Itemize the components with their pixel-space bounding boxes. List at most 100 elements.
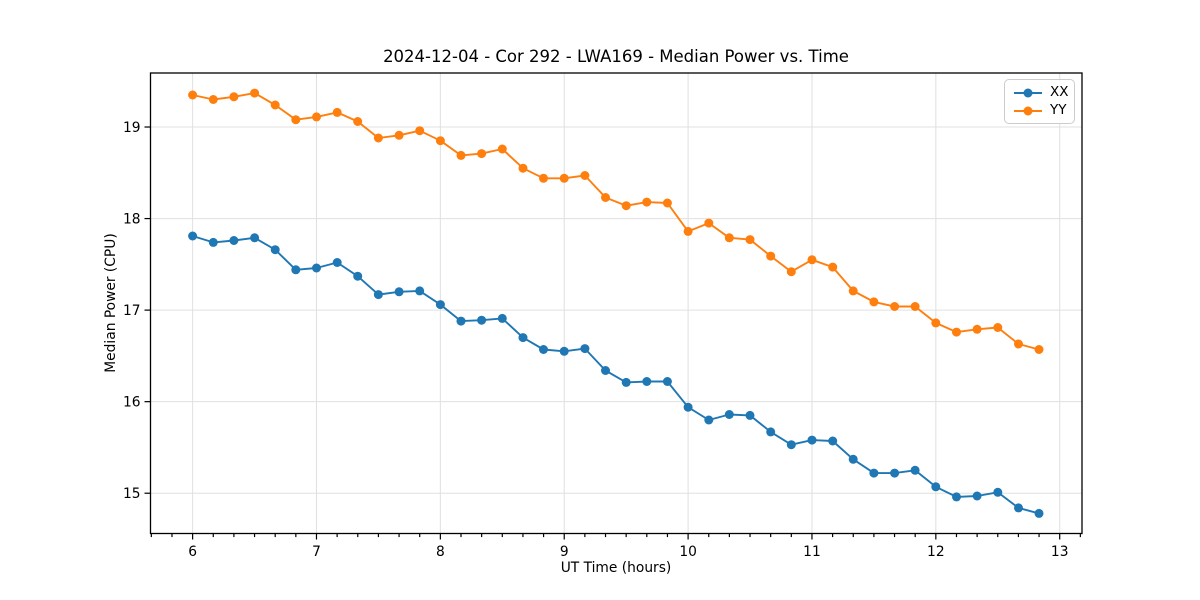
data-point-xx xyxy=(952,492,961,502)
x-axis-label: UT Time (hours) xyxy=(560,560,672,576)
data-point-yy xyxy=(683,226,693,236)
data-point-yy xyxy=(869,297,879,307)
data-point-xx xyxy=(208,237,218,247)
series-xx xyxy=(188,231,1044,518)
data-point-yy xyxy=(848,286,858,296)
data-point-xx xyxy=(250,233,260,243)
data-point-yy xyxy=(518,163,528,173)
data-point-xx xyxy=(745,410,755,420)
legend-item-yy: YY xyxy=(1014,102,1067,118)
data-point-xx xyxy=(415,286,425,296)
data-point-xx xyxy=(435,300,445,310)
data-point-yy xyxy=(580,171,590,180)
data-point-yy xyxy=(456,150,466,160)
data-point-xx xyxy=(518,333,528,343)
x-tick-label: 7 xyxy=(312,544,321,560)
legend: XX YY xyxy=(1004,79,1075,124)
x-tick-label: 11 xyxy=(803,544,821,560)
data-point-xx xyxy=(373,290,383,300)
data-point-xx xyxy=(890,468,900,478)
data-point-xx xyxy=(601,366,610,375)
data-point-xx xyxy=(291,265,301,275)
data-point-xx xyxy=(1034,508,1044,518)
y-tick-label: 18 xyxy=(123,211,141,227)
y-tick-label: 17 xyxy=(123,303,141,319)
data-point-yy xyxy=(477,149,487,159)
data-point-xx xyxy=(869,468,879,478)
data-point-xx xyxy=(993,487,1003,497)
data-point-xx xyxy=(931,482,941,492)
data-point-yy xyxy=(270,100,280,110)
data-point-yy xyxy=(807,255,817,265)
data-point-xx xyxy=(559,346,569,356)
data-point-yy xyxy=(828,262,838,272)
data-point-xx xyxy=(786,440,796,450)
data-point-xx xyxy=(188,231,198,241)
data-point-yy xyxy=(1034,345,1044,354)
data-point-xx xyxy=(724,410,734,419)
data-point-yy xyxy=(208,95,218,104)
data-point-xx xyxy=(353,271,363,281)
data-point-xx xyxy=(828,436,838,446)
data-point-yy xyxy=(1014,339,1023,349)
data-point-xx xyxy=(910,465,920,475)
data-point-xx xyxy=(270,245,280,255)
data-point-xx xyxy=(580,344,590,354)
data-point-yy xyxy=(931,318,941,328)
data-point-yy xyxy=(704,218,714,228)
x-tick-label: 10 xyxy=(679,544,697,560)
data-point-xx xyxy=(766,427,776,437)
axes-frame xyxy=(149,72,1083,535)
data-point-xx xyxy=(972,491,982,501)
data-point-yy xyxy=(373,133,383,143)
chart-title: 2024-12-04 - Cor 292 - LWA169 - Median P… xyxy=(383,47,849,66)
data-point-yy xyxy=(724,233,734,243)
x-tick-label: 12 xyxy=(927,544,945,560)
data-point-xx xyxy=(683,402,693,412)
x-tick-label: 8 xyxy=(436,544,445,560)
data-point-yy xyxy=(332,107,342,117)
data-point-xx xyxy=(394,287,404,297)
data-point-yy xyxy=(394,130,404,140)
data-point-yy xyxy=(662,198,672,208)
gridlines xyxy=(150,73,1082,534)
data-point-yy xyxy=(642,197,652,207)
legend-item-xx: XX xyxy=(1014,85,1069,100)
data-point-xx xyxy=(539,345,548,354)
data-point-yy xyxy=(559,173,569,183)
y-tick-label: 15 xyxy=(123,486,141,502)
data-point-yy xyxy=(972,324,982,334)
data-point-xx xyxy=(456,316,466,326)
y-tick-label: 19 xyxy=(123,120,141,136)
legend-swatch-yy-icon xyxy=(1014,106,1042,116)
data-point-xx xyxy=(332,258,342,267)
series-yy xyxy=(188,88,1044,354)
data-point-xx xyxy=(621,377,631,387)
legend-label-yy: YY xyxy=(1050,102,1067,118)
data-point-xx xyxy=(477,315,487,325)
data-point-yy xyxy=(497,144,507,154)
x-tick-label: 13 xyxy=(1051,544,1069,560)
x-tick-label: 6 xyxy=(188,544,197,560)
data-point-yy xyxy=(539,173,548,183)
data-point-xx xyxy=(497,313,507,323)
data-point-yy xyxy=(890,302,900,311)
data-point-yy xyxy=(188,90,198,100)
data-point-yy xyxy=(291,115,301,125)
data-point-yy xyxy=(910,302,920,311)
data-point-xx xyxy=(848,454,858,464)
data-point-yy xyxy=(229,92,239,102)
y-tick-label: 16 xyxy=(123,394,141,410)
data-point-yy xyxy=(766,251,776,261)
data-point-yy xyxy=(786,267,796,277)
data-point-yy xyxy=(435,136,445,146)
data-point-xx xyxy=(229,236,239,245)
axis-ticks xyxy=(144,126,1081,540)
data-point-xx xyxy=(312,263,321,273)
tick-labels: 6 7 8 9 10 11 12 13 15 16 17 18 19 xyxy=(123,120,1069,560)
data-point-yy xyxy=(952,327,961,337)
data-point-yy xyxy=(601,193,610,202)
data-point-xx xyxy=(704,415,714,425)
